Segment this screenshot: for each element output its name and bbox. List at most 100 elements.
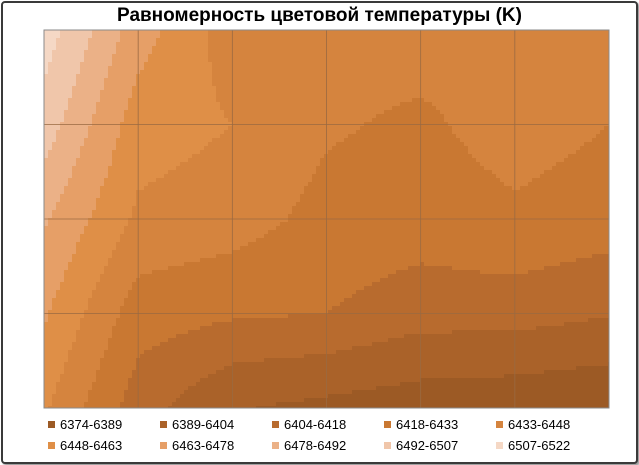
contour-cell	[228, 66, 233, 71]
contour-cell	[552, 146, 557, 151]
contour-cell	[340, 58, 345, 63]
contour-cell	[548, 94, 553, 99]
contour-cell	[384, 154, 389, 159]
contour-cell	[440, 66, 445, 71]
contour-cell	[168, 130, 173, 135]
contour-cell	[468, 70, 473, 75]
contour-cell	[304, 162, 309, 167]
contour-cell	[540, 154, 545, 159]
contour-cell	[496, 110, 501, 115]
contour-cell	[212, 82, 217, 87]
contour-cell	[68, 46, 73, 51]
contour-cell	[480, 134, 485, 139]
contour-cell	[404, 106, 409, 111]
contour-cell	[368, 126, 373, 131]
contour-cell	[432, 118, 437, 123]
contour-cell	[176, 98, 181, 103]
contour-cell	[452, 90, 457, 95]
contour-cell	[476, 78, 481, 83]
contour-cell	[344, 74, 349, 79]
contour-cell	[144, 94, 149, 99]
contour-cell	[436, 126, 441, 131]
contour-cell	[424, 134, 429, 139]
contour-cell	[508, 74, 513, 79]
contour-cell	[444, 78, 449, 83]
contour-cell	[188, 74, 193, 79]
contour-cell	[344, 134, 349, 139]
contour-cell	[68, 166, 73, 171]
contour-cell	[184, 138, 189, 143]
contour-cell	[600, 66, 605, 71]
contour-cell	[116, 166, 121, 171]
contour-cell	[180, 126, 185, 131]
contour-cell	[308, 126, 313, 131]
contour-cell	[544, 146, 549, 151]
contour-cell	[448, 154, 453, 159]
contour-cell	[64, 62, 69, 67]
contour-cell	[68, 54, 73, 59]
contour-cell	[424, 142, 429, 147]
contour-cell	[484, 46, 489, 51]
contour-cell	[560, 110, 565, 115]
contour-cell	[528, 50, 533, 55]
contour-cell	[372, 90, 377, 95]
contour-cell	[532, 46, 537, 51]
contour-cell	[48, 126, 53, 131]
contour-cell	[52, 86, 57, 91]
contour-cell	[248, 86, 253, 91]
contour-cell	[496, 94, 501, 99]
contour-cell	[72, 102, 77, 107]
contour-cell	[568, 46, 573, 51]
contour-cell	[344, 110, 349, 115]
contour-cell	[536, 62, 541, 67]
contour-cell	[184, 82, 189, 87]
contour-cell	[604, 34, 609, 39]
contour-cell	[108, 62, 113, 67]
contour-cell	[96, 86, 101, 91]
contour-cell	[436, 38, 441, 43]
contour-cell	[296, 166, 301, 171]
contour-cell	[428, 90, 433, 95]
contour-cell	[80, 66, 85, 71]
contour-cell	[480, 142, 485, 147]
contour-cell	[284, 70, 289, 75]
contour-cell	[416, 166, 421, 171]
contour-cell	[476, 138, 481, 143]
contour-cell	[140, 38, 145, 43]
contour-cell	[452, 110, 457, 115]
contour-cell	[224, 110, 229, 115]
contour-cell	[412, 78, 417, 83]
contour-cell	[284, 110, 289, 115]
contour-cell	[564, 158, 569, 163]
contour-cell	[108, 86, 113, 91]
contour-cell	[548, 98, 553, 103]
contour-cell	[320, 90, 325, 95]
contour-cell	[300, 158, 305, 163]
contour-cell	[60, 162, 65, 167]
contour-cell	[428, 46, 433, 51]
contour-cell	[308, 82, 313, 87]
contour-cell	[520, 62, 525, 67]
contour-cell	[220, 162, 225, 167]
contour-cell	[236, 162, 241, 167]
contour-cell	[332, 126, 337, 131]
contour-cell	[516, 98, 521, 103]
contour-cell	[76, 158, 81, 163]
contour-cell	[188, 118, 193, 123]
contour-cell	[176, 30, 181, 35]
contour-cell	[152, 30, 157, 35]
contour-cell	[188, 142, 193, 147]
contour-cell	[532, 142, 537, 147]
contour-cell	[576, 98, 581, 103]
contour-cell	[148, 34, 153, 39]
contour-cell	[104, 70, 109, 75]
contour-cell	[368, 162, 373, 167]
contour-cell	[448, 98, 453, 103]
contour-cell	[356, 118, 361, 123]
contour-cell	[64, 90, 69, 95]
contour-cell	[352, 146, 357, 151]
contour-cell	[444, 98, 449, 103]
contour-cell	[72, 166, 77, 171]
contour-cell	[44, 46, 49, 51]
contour-cell	[104, 166, 109, 171]
